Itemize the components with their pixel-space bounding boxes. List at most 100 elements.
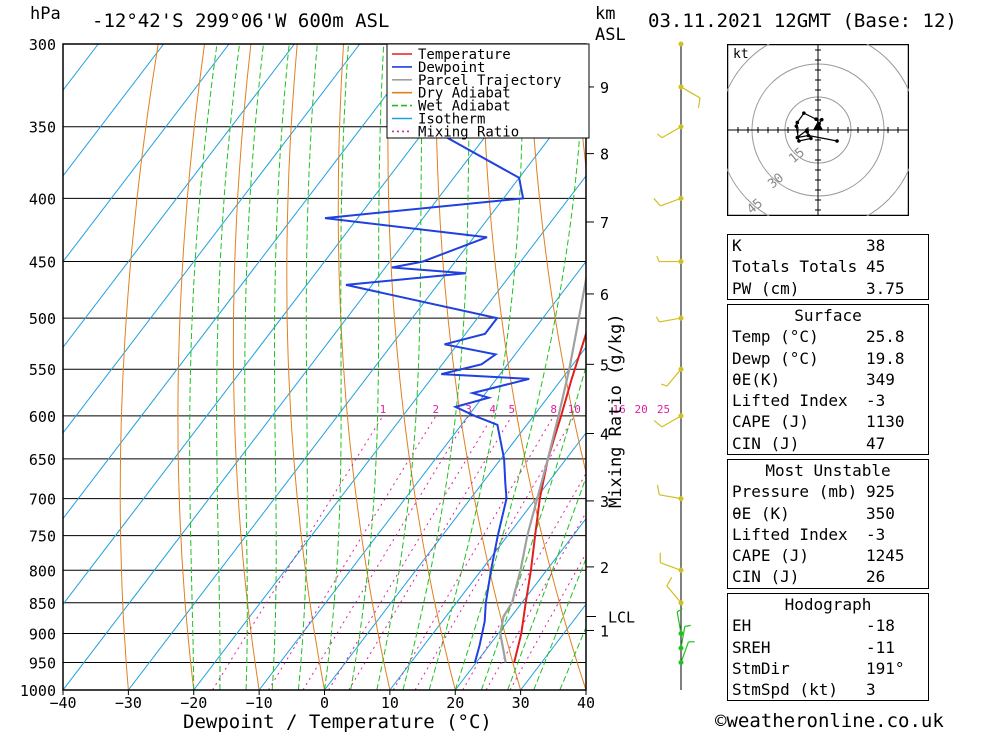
hodograph-table: Hodograph EH -18 SREH -11 StmDir 191° StmSpd (… — [727, 593, 929, 702]
pressure-tick-label: 350 — [29, 119, 56, 137]
hpa-label: hPa — [30, 4, 61, 24]
hodograph-row: SREH -11 — [728, 637, 928, 658]
wet-adiabat-line — [189, 44, 218, 690]
surface-row: θE(K) 349 — [728, 369, 928, 390]
credit-link[interactable]: ©weatheronline.co.uk — [715, 710, 944, 732]
pressure-tick-label: 550 — [29, 361, 56, 379]
wet-adiabat-line — [376, 44, 425, 690]
x-tick-label: 40 — [577, 694, 595, 712]
most-unstable-value: 26 — [866, 567, 886, 587]
wind-barb-flag — [684, 624, 691, 628]
surface-row: CAPE (J) 1130 — [728, 411, 928, 432]
x-tick-label: −30 — [115, 694, 142, 712]
wet-adiabat-line — [428, 44, 525, 690]
isotherm-line — [389, 432, 586, 690]
plot-frame — [62, 43, 587, 691]
lcl-label: LCL — [608, 609, 635, 627]
hodograph-value: 191° — [866, 658, 905, 678]
pressure-tick-label: 650 — [29, 451, 56, 469]
isotherm-line — [63, 44, 426, 520]
isotherm-line — [63, 44, 361, 434]
dry-adiabat-line — [435, 44, 522, 690]
surface-row: Temp (°C) 25.8 — [728, 326, 928, 347]
pressure-tick-label: 950 — [29, 654, 56, 672]
dry-adiabat-line — [286, 44, 325, 690]
mixing-ratio-label: 5 — [509, 403, 516, 416]
km-tick-label: 7 — [600, 214, 609, 232]
hodograph-point — [795, 135, 800, 140]
most-unstable-value: 925 — [866, 482, 895, 502]
dry-adiabat-line — [232, 44, 260, 690]
mixing-ratio-label: 10 — [568, 403, 581, 416]
hodograph-label: EH — [732, 616, 752, 636]
hodograph-label: StmSpd (kt) — [732, 680, 838, 700]
temperature-line — [513, 330, 586, 663]
isotherm-line — [63, 44, 295, 349]
legend-label: Dewpoint — [418, 60, 485, 76]
wind-barb — [661, 415, 682, 428]
mixing-ratio-line — [392, 415, 555, 690]
mixing-ratio-line — [414, 415, 575, 690]
isotherm-line — [63, 44, 165, 177]
most-unstable-row: θE (K) 350 — [728, 503, 928, 524]
km-tick-label: 9 — [600, 79, 609, 97]
dry-adiabat-line — [992, 44, 1000, 690]
wet-adiabat-line — [454, 44, 586, 690]
x-axis-title: Dewpoint / Temperature (°C) — [183, 711, 492, 733]
pressure-tick-label: 450 — [29, 254, 56, 272]
hodograph-row: StmSpd (kt) 3 — [728, 679, 928, 700]
hodograph-point — [797, 139, 801, 143]
wet-adiabat-line — [244, 44, 264, 690]
hodograph-point — [814, 117, 818, 121]
km-tick-label: 1 — [600, 622, 609, 640]
precipitable-water-value: 3.75 — [866, 278, 905, 298]
surface-label: CAPE (J) — [732, 412, 810, 432]
surface-label: Temp (°C) — [732, 327, 819, 347]
wind-barb — [666, 585, 682, 604]
pressure-tick-label: 300 — [29, 36, 56, 54]
most-unstable-row: CIN (J) 26 — [728, 566, 928, 587]
mixing-ratio-label: 20 — [635, 403, 648, 416]
x-tick-label: 30 — [512, 694, 530, 712]
wet-adiabat-line — [324, 44, 349, 690]
wind-barb-flag — [656, 484, 660, 495]
precipitable-water-row: PW (cm) 3.75 — [728, 278, 928, 299]
mixing-ratio-line — [328, 415, 494, 690]
hodograph-unit-label: kt — [733, 47, 749, 62]
wet-adiabat-line — [402, 44, 471, 690]
x-tick-label: 10 — [381, 694, 399, 712]
legend-label: Temperature — [418, 47, 511, 63]
legend-label: Wet Adiabat — [418, 99, 511, 115]
wind-barb — [676, 611, 682, 634]
isotherm-line — [127, 89, 586, 690]
isotherm-line — [63, 44, 230, 263]
totals-totals-row: Totals Totals 45 — [728, 256, 928, 277]
asl-label: ASL — [595, 25, 626, 45]
surface-value: 47 — [866, 433, 886, 453]
wind-barb — [660, 197, 682, 207]
wind-level-dot — [678, 41, 684, 47]
hodograph-point — [805, 128, 809, 132]
parcel-trajectory-line — [499, 273, 586, 663]
pressure-tick-label: 850 — [29, 595, 56, 613]
surface-value: -3 — [866, 391, 886, 411]
km-tick-label: 4 — [600, 426, 609, 444]
mixing-ratio-label: 3 — [465, 403, 472, 416]
most-unstable-value: -3 — [866, 524, 886, 544]
surface-value: 1130 — [866, 412, 905, 432]
most-unstable-row: Lifted Index -3 — [728, 524, 928, 545]
dry-adiabat-line — [946, 44, 1000, 690]
mixing-ratio-axis-title: Mixing Ratio (g/kg) — [606, 313, 626, 508]
isotherm-line — [63, 44, 557, 690]
most-unstable-title: Most Unstable — [765, 461, 891, 480]
wet-adiabat-line — [297, 44, 318, 690]
totals-totals-value: 45 — [866, 257, 886, 277]
hodograph-point — [819, 117, 824, 122]
wind-barb-flag — [660, 383, 668, 387]
wet-adiabat-line — [480, 364, 586, 690]
surface-label: CIN (J) — [732, 433, 800, 453]
mixing-ratio-line — [302, 415, 470, 690]
dry-adiabat-line — [482, 44, 586, 690]
